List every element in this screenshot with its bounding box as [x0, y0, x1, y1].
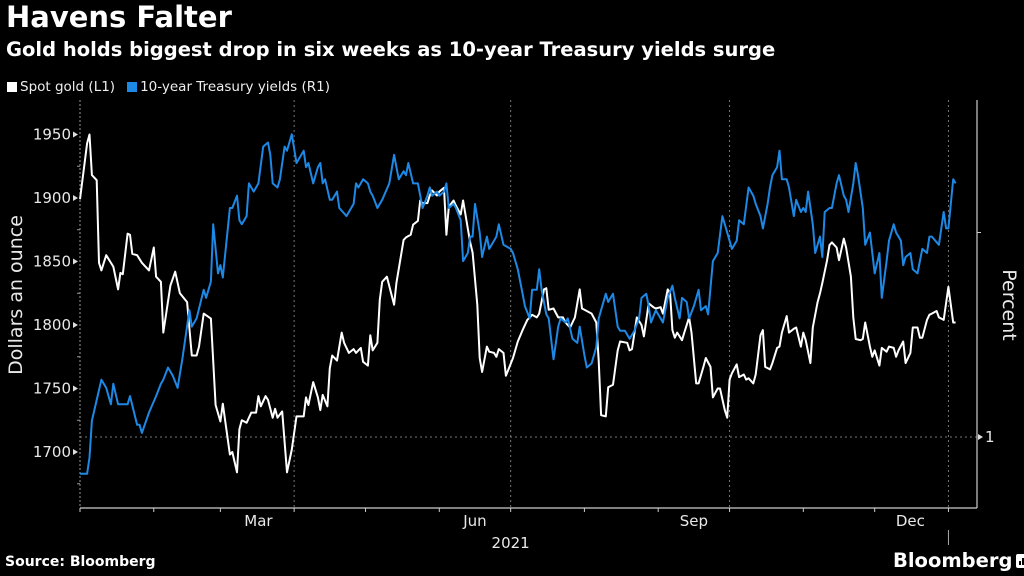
left-tick-label: 1900 — [33, 189, 71, 207]
right-axis-title: Percent — [998, 269, 1020, 341]
series-line-yields — [80, 133, 957, 475]
left-tick-label: 1800 — [33, 316, 71, 334]
x-tick-label: Dec — [896, 512, 925, 530]
series-layer — [79, 133, 957, 475]
x-tick-label: Mar — [244, 512, 273, 530]
left-tick-label: 1950 — [33, 126, 71, 144]
right-tick-marker — [978, 434, 983, 440]
left-axis-title: Dollars an ounce — [5, 215, 27, 375]
source-label: Source: Bloomberg — [5, 554, 156, 570]
x-tick-label: Sep — [680, 512, 708, 530]
right-tick-label: 1 — [985, 428, 995, 446]
left-tick-marker — [73, 258, 78, 265]
series-line-gold — [79, 133, 956, 474]
left-tick-marker — [73, 385, 78, 392]
legend-swatch-yields — [127, 82, 138, 92]
left-tick-label: 1700 — [33, 443, 71, 461]
chart-subtitle: Gold holds biggest drop in six weeks as … — [6, 38, 776, 61]
brand-name: Bloomberg — [893, 549, 1013, 572]
legend: Spot gold (L1) 10-year Treasury yields (… — [7, 79, 342, 95]
legend-swatch-gold — [7, 82, 17, 92]
legend-label-yields: 10-year Treasury yields (R1) — [140, 79, 331, 95]
legend-item-yields: 10-year Treasury yields (R1) — [127, 79, 330, 95]
left-tick-marker — [73, 195, 78, 201]
left-tick-marker — [73, 322, 78, 328]
brand-logo: Bloomberg — [893, 549, 1024, 572]
left-tick-marker — [73, 449, 78, 455]
left-tick-label: 1750 — [33, 380, 71, 398]
x-tick-label: Jun — [462, 512, 486, 530]
left-tick-marker — [73, 131, 78, 138]
chart-title: Havens Falter — [6, 0, 232, 34]
legend-item-gold: Spot gold (L1) — [7, 79, 115, 95]
axes: 1700 1750 1800 1850 1900 1950 1 Mar Jun Sep Dec 202… — [33, 100, 995, 552]
left-tick-label: 1850 — [33, 253, 71, 271]
gridlines — [80, 100, 977, 508]
legend-label-gold: Spot gold (L1) — [20, 79, 116, 95]
x-year-label: 2021 — [492, 534, 530, 552]
bar-chart-icon — [1016, 553, 1024, 568]
